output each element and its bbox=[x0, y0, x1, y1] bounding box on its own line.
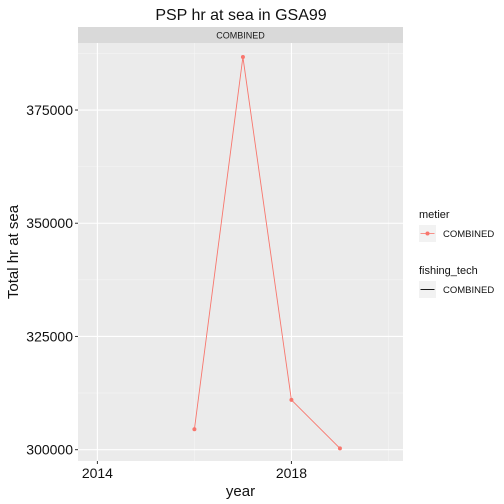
legend-metier-key-point bbox=[425, 231, 430, 236]
x-tick-label: 2018 bbox=[276, 465, 307, 481]
facet-strip bbox=[78, 27, 403, 43]
y-tick-label: 300000 bbox=[26, 442, 73, 458]
major-gridlines bbox=[78, 43, 403, 461]
y-axis: 300000 325000 350000 375000 bbox=[26, 102, 78, 458]
y-tick-label: 375000 bbox=[26, 102, 73, 118]
x-tick-label: 2014 bbox=[82, 465, 113, 481]
x-axis: 2014 2018 bbox=[82, 461, 307, 481]
y-tick-label: 350000 bbox=[26, 215, 73, 231]
legend-metier-title: metier bbox=[419, 209, 450, 221]
data-point bbox=[289, 397, 294, 402]
y-axis-label: Total hr at sea bbox=[5, 204, 22, 299]
facet-strip-label: COMBINED bbox=[216, 31, 265, 41]
y-tick-label: 325000 bbox=[26, 328, 73, 344]
data-point bbox=[337, 446, 342, 451]
x-axis-label: year bbox=[226, 483, 255, 500]
legend-fishing-tech-label: COMBINED bbox=[443, 285, 494, 296]
data-point bbox=[192, 427, 197, 432]
legend-fishing-tech: fishing_tech COMBINED bbox=[419, 265, 494, 298]
data-point bbox=[240, 55, 245, 60]
plot-panel bbox=[78, 43, 403, 461]
series-line bbox=[193, 56, 341, 449]
chart-title: PSP hr at sea in GSA99 bbox=[155, 7, 326, 24]
legend-metier-label: COMBINED bbox=[443, 229, 494, 240]
series-layer bbox=[192, 55, 342, 451]
legend-fishing-tech-title: fishing_tech bbox=[419, 265, 478, 277]
legend-metier: metier COMBINED bbox=[419, 209, 494, 242]
minor-gridlines bbox=[78, 43, 403, 461]
